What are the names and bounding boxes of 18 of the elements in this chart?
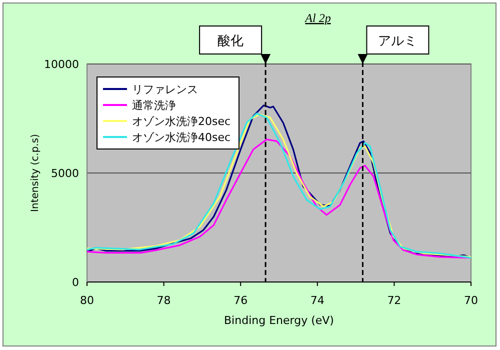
y-tick-label: 10000 [44,58,79,71]
legend-label: オゾン水洗浄20sec [132,115,231,128]
y-tick-label: 0 [72,276,79,289]
x-tick-label: 80 [80,294,94,307]
legend-label: 通常洗浄 [132,99,176,112]
legend-label: リファレンス [132,83,198,96]
y-tick-label: 5000 [51,167,79,180]
x-tick-label: 72 [387,294,402,307]
legend-label: オゾン水洗浄40sec [132,131,231,144]
x-tick-label: 78 [156,294,171,307]
ref-line-label: 酸化 [218,34,244,49]
x-tick-label: 70 [464,294,478,307]
x-axis-title: Binding Energy (eV) [224,314,334,327]
x-tick-label: 76 [234,294,248,307]
y-axis-title: Intensity (c.p.s) [30,134,41,212]
x-tick-label: 74 [310,294,324,307]
chart-title: Al 2p [304,11,331,25]
ref-line-label: アルミ [378,34,418,49]
